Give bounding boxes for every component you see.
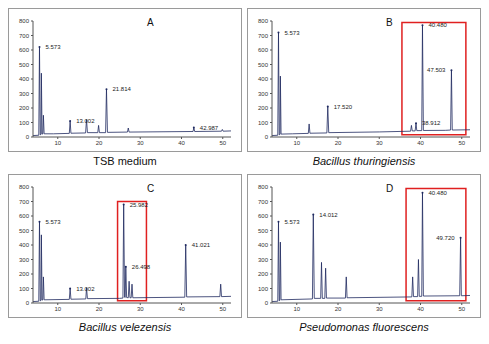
svg-text:600: 600 <box>19 213 30 219</box>
svg-text:50: 50 <box>458 140 465 146</box>
svg-text:0: 0 <box>265 300 269 306</box>
svg-text:200: 200 <box>258 105 269 111</box>
html-text:A: A <box>147 17 154 28</box>
svg-text:47.503: 47.503 <box>427 67 446 73</box>
svg-text:100: 100 <box>258 120 269 126</box>
svg-text:0: 0 <box>26 134 30 140</box>
svg-text:50: 50 <box>219 306 226 312</box>
svg-text:10: 10 <box>293 140 300 146</box>
svg-text:38.912: 38.912 <box>422 120 441 126</box>
svg-text:300: 300 <box>258 257 269 263</box>
svg-text:20: 20 <box>96 140 103 146</box>
html-text:D: D <box>386 183 394 194</box>
svg-text:26.498: 26.498 <box>132 264 151 270</box>
svg-text:700: 700 <box>19 33 30 39</box>
svg-text:200: 200 <box>19 271 30 277</box>
svg-text:100: 100 <box>19 120 30 126</box>
svg-text:400: 400 <box>19 242 30 248</box>
svg-text:300: 300 <box>258 91 269 97</box>
html-text:C: C <box>147 183 155 194</box>
svg-text:30: 30 <box>137 140 144 146</box>
svg-text:20: 20 <box>335 306 342 312</box>
svg-text:17.520: 17.520 <box>334 104 353 110</box>
svg-text:40.480: 40.480 <box>428 190 447 196</box>
svg-text:100: 100 <box>258 286 269 292</box>
svg-text:100: 100 <box>19 286 30 292</box>
svg-text:13.002: 13.002 <box>76 286 95 292</box>
svg-text:5.573: 5.573 <box>45 44 61 50</box>
svg-text:50: 50 <box>458 306 465 312</box>
svg-text:25.982: 25.982 <box>130 202 149 208</box>
svg-text:5.573: 5.573 <box>284 219 300 225</box>
svg-text:700: 700 <box>258 199 269 205</box>
svg-text:40: 40 <box>178 306 185 312</box>
svg-text:13.002: 13.002 <box>76 118 95 124</box>
svg-text:40: 40 <box>178 140 185 146</box>
svg-text:700: 700 <box>19 199 30 205</box>
html-text:TSB medium: TSB medium <box>93 155 157 167</box>
svg-text:10: 10 <box>54 140 61 146</box>
svg-text:41.021: 41.021 <box>192 242 211 248</box>
svg-text:50: 50 <box>219 140 226 146</box>
html-text:Pseudomonas fluorescens: Pseudomonas fluorescens <box>299 321 429 333</box>
svg-text:700: 700 <box>258 33 269 39</box>
svg-text:500: 500 <box>19 62 30 68</box>
html-text:B: B <box>386 17 393 28</box>
svg-text:400: 400 <box>258 76 269 82</box>
svg-text:40: 40 <box>417 306 424 312</box>
svg-text:500: 500 <box>258 228 269 234</box>
svg-text:20: 20 <box>335 140 342 146</box>
svg-text:300: 300 <box>19 257 30 263</box>
svg-text:42.987: 42.987 <box>200 125 219 131</box>
svg-text:0: 0 <box>26 300 30 306</box>
svg-text:600: 600 <box>258 47 269 53</box>
svg-text:200: 200 <box>19 105 30 111</box>
svg-text:20: 20 <box>96 306 103 312</box>
svg-text:5.573: 5.573 <box>284 30 300 36</box>
svg-text:400: 400 <box>19 76 30 82</box>
svg-text:49.720: 49.720 <box>436 235 455 241</box>
svg-text:10: 10 <box>293 306 300 312</box>
svg-text:800: 800 <box>19 184 30 190</box>
svg-text:800: 800 <box>258 184 269 190</box>
svg-text:200: 200 <box>258 271 269 277</box>
svg-text:30: 30 <box>376 140 383 146</box>
svg-text:600: 600 <box>19 47 30 53</box>
html-text:Bacillus thuringiensis: Bacillus thuringiensis <box>312 155 416 167</box>
svg-text:500: 500 <box>19 228 30 234</box>
html-text:Bacillus velezensis: Bacillus velezensis <box>78 321 172 333</box>
svg-text:800: 800 <box>19 18 30 24</box>
svg-text:500: 500 <box>258 62 269 68</box>
svg-text:0: 0 <box>265 134 269 140</box>
svg-text:21.814: 21.814 <box>112 86 131 92</box>
svg-text:30: 30 <box>137 306 144 312</box>
svg-text:40.480: 40.480 <box>428 22 447 28</box>
svg-text:40: 40 <box>417 140 424 146</box>
svg-text:600: 600 <box>258 213 269 219</box>
svg-text:10: 10 <box>54 306 61 312</box>
svg-text:30: 30 <box>376 306 383 312</box>
svg-text:5.573: 5.573 <box>45 219 61 225</box>
svg-text:14.012: 14.012 <box>319 212 338 218</box>
svg-text:400: 400 <box>258 242 269 248</box>
svg-text:800: 800 <box>258 18 269 24</box>
svg-text:300: 300 <box>19 91 30 97</box>
